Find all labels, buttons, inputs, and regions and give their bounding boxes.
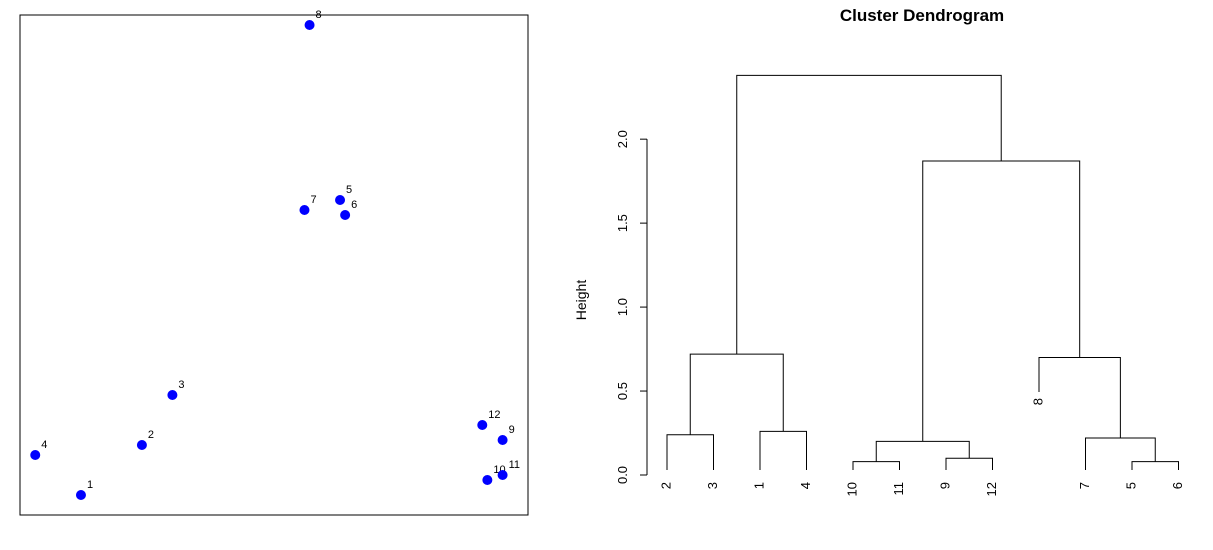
dendrogram-link <box>1131 461 1179 470</box>
leaf-label: 5 <box>1123 482 1138 489</box>
leaf-label: 7 <box>1077 482 1092 489</box>
y-tick-label: 2.0 <box>615 130 630 148</box>
leaf-label: 4 <box>798 482 813 489</box>
scatter-point <box>335 195 346 205</box>
scatter-point-label: 1 <box>87 479 93 491</box>
dendrogram-link <box>689 353 784 435</box>
dendrogram-link <box>736 74 1002 355</box>
scatter-point <box>304 20 315 30</box>
scatter-point <box>477 420 488 430</box>
dendrogram-link <box>1085 437 1156 470</box>
dendrogram-link <box>852 461 900 470</box>
scatter-point <box>30 450 41 460</box>
scatter-point-label: 3 <box>178 379 184 391</box>
y-tick-label: 1.0 <box>615 298 630 316</box>
scatter-point-label: 11 <box>509 459 520 471</box>
scatter-point-label: 7 <box>310 194 316 206</box>
scatter-point <box>167 390 178 400</box>
scatter-point <box>340 210 351 220</box>
scatter-plot-frame <box>19 14 529 516</box>
leaf-label: 11 <box>891 482 906 496</box>
dendrogram-link <box>759 430 807 470</box>
dendrogram-link <box>875 440 970 462</box>
leaf-label: 2 <box>658 482 673 489</box>
leaf-label: 12 <box>984 482 999 496</box>
y-tick-label: 0.5 <box>615 382 630 400</box>
scatter-point-label: 12 <box>488 409 500 421</box>
scatter-point-label: 8 <box>316 9 322 21</box>
y-axis-label: Height <box>573 280 589 321</box>
dendrogram-link <box>666 434 714 470</box>
dendrogram-link <box>945 457 993 470</box>
dendrogram-plot: Cluster Dendrogram Height 0.0 0.5 1.0 1.5 2.… <box>573 6 1185 496</box>
leaf-label: 9 <box>937 482 952 489</box>
leaf-label: 1 <box>751 482 766 489</box>
leaf-label: 8 <box>1030 398 1045 405</box>
chart-title: Cluster Dendrogram <box>840 6 1004 25</box>
scatter-point-label: 9 <box>509 424 515 436</box>
leaf-label: 3 <box>705 482 720 489</box>
scatter-point-label: 4 <box>41 439 47 451</box>
dendrogram-link <box>922 160 1081 442</box>
scatter-point <box>482 475 493 485</box>
scatter-point <box>299 205 310 215</box>
scatter-point-label: 6 <box>351 199 357 211</box>
scatter-point <box>136 440 147 450</box>
leaf-label: 6 <box>1170 482 1185 489</box>
scatter-point <box>497 470 508 480</box>
y-tick-label: 1.5 <box>615 214 630 232</box>
leaf-label: 10 <box>844 482 859 496</box>
scatter-point-label: 2 <box>148 429 154 441</box>
scatter-point <box>75 490 86 500</box>
scatter-point <box>497 435 508 445</box>
scatter-point-label: 5 <box>346 184 352 196</box>
y-tick-label: 0.0 <box>615 466 630 484</box>
dendrogram-link <box>1038 356 1121 439</box>
